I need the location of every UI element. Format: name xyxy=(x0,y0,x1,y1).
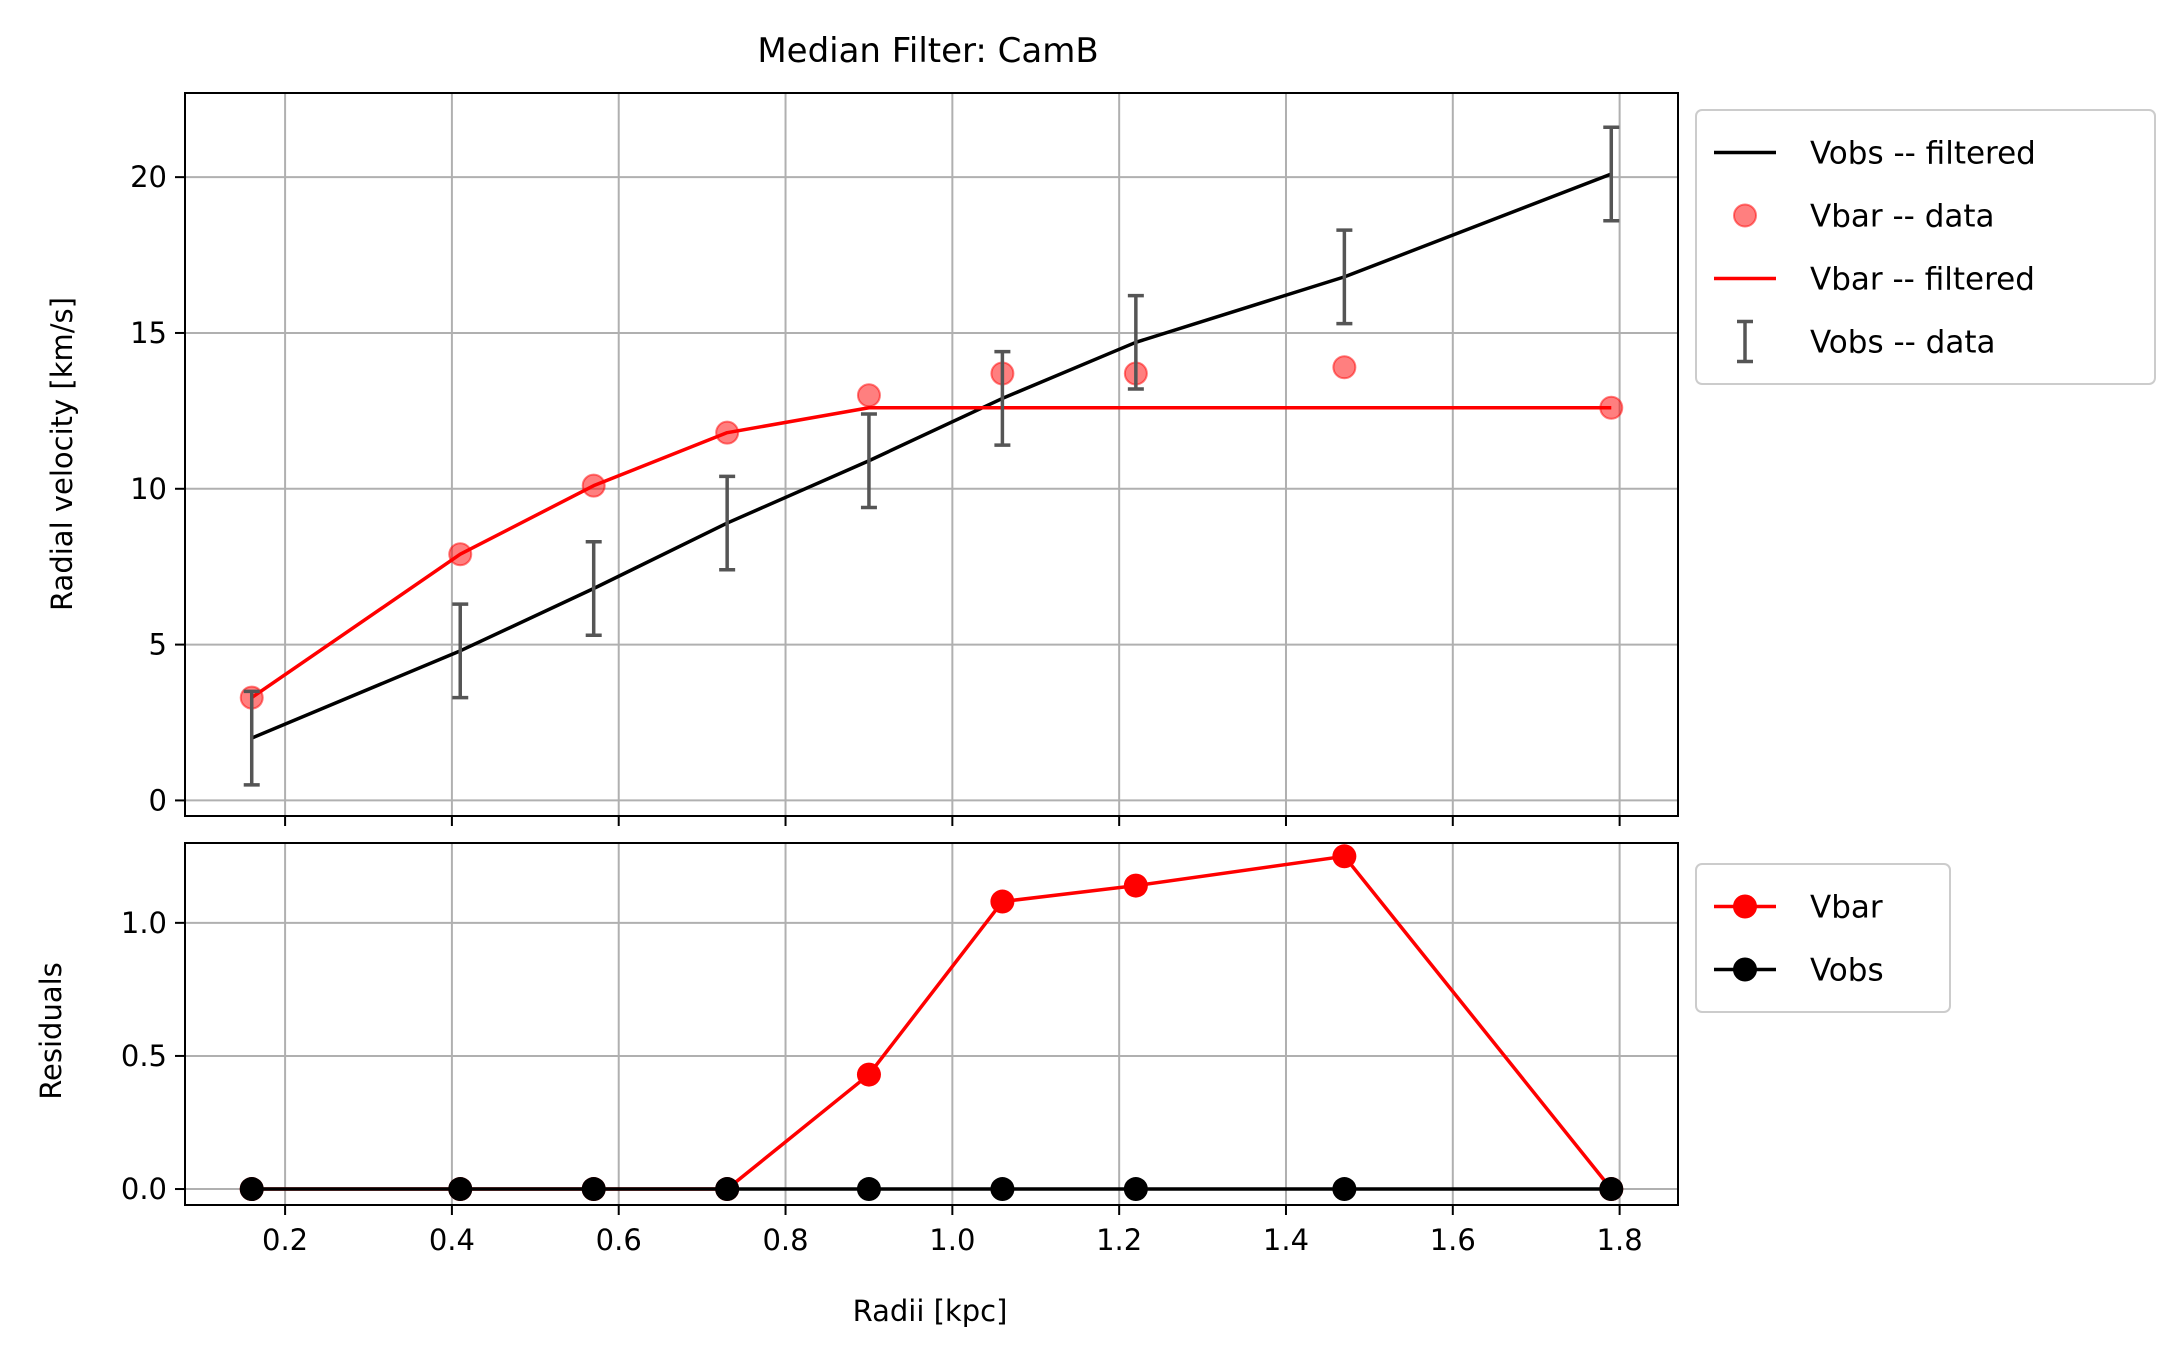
y-tick-label: 20 xyxy=(130,160,167,194)
data-point-vobs xyxy=(239,1177,264,1202)
data-point-vbar xyxy=(1123,873,1148,898)
axes-frame xyxy=(184,92,1679,817)
y-tick-label: 1.0 xyxy=(121,906,167,940)
data-point-vbar-data xyxy=(856,383,881,408)
error-bar xyxy=(1336,228,1353,326)
legend-marker xyxy=(1733,957,1757,982)
x-tick-label: 1.2 xyxy=(1096,1223,1142,1257)
data-point-vobs xyxy=(1599,1177,1624,1202)
error-bar xyxy=(719,474,736,572)
error-bar xyxy=(452,602,469,700)
y-axis-label-bottom: Residuals xyxy=(34,962,68,1100)
data-point-vbar-data xyxy=(1332,355,1357,380)
legend-handle-vbar xyxy=(1714,894,1776,919)
y-tick-label: 0.5 xyxy=(121,1039,167,1073)
legend-marker xyxy=(1733,894,1757,919)
x-tick-label: 1.8 xyxy=(1597,1223,1643,1257)
error-bar xyxy=(1603,125,1620,223)
error-bar xyxy=(860,412,877,510)
data-point-vobs xyxy=(1123,1177,1148,1202)
data-point-vobs xyxy=(990,1177,1015,1202)
legend-label-vbar-data: Vbar -- data xyxy=(1810,199,1995,235)
legend-label-vbar-filtered: Vbar -- filtered xyxy=(1810,262,2035,298)
error-bar xyxy=(994,349,1011,447)
data-point-vobs xyxy=(581,1177,606,1202)
data-point-vbar xyxy=(1332,844,1357,869)
top-panel: 0 5 10 15 20 xyxy=(130,92,1679,826)
y-axis-label-top: Radial velocity [km/s] xyxy=(45,297,79,611)
axes-frame xyxy=(184,842,1679,1206)
data-point-vbar xyxy=(856,1062,881,1087)
legend-label-vbar: Vbar xyxy=(1810,890,1883,926)
bottom-panel: 0.2 0.4 0.6 0.8 1.0 1.2 1.4 1.6 1.8 0.0 0.5 1.0 xyxy=(121,842,1679,1257)
legend-box xyxy=(1695,863,1951,1013)
x-tick-label: 0.6 xyxy=(596,1223,642,1257)
error-bar xyxy=(243,689,260,787)
error-bar xyxy=(1127,293,1144,391)
x-tick-label: 0.4 xyxy=(429,1223,475,1257)
x-tick-label: 1.0 xyxy=(929,1223,975,1257)
y-tick-label: 0.0 xyxy=(121,1172,167,1206)
y-tick-label: 15 xyxy=(130,316,167,350)
data-point-vobs xyxy=(448,1177,473,1202)
legend-marker xyxy=(1733,203,1757,228)
x-tick-label: 1.6 xyxy=(1430,1223,1476,1257)
data-point-vobs xyxy=(856,1177,881,1202)
x-tick-label: 0.8 xyxy=(762,1223,808,1257)
data-point-vbar xyxy=(990,889,1015,914)
legend-handle-vobs xyxy=(1714,957,1776,982)
x-axis-label: Radii [kpc] xyxy=(853,1294,1008,1328)
chart-title: Median Filter: CamB xyxy=(757,31,1098,71)
legend-label-vobs: Vobs xyxy=(1810,953,1884,989)
legend-top: Vobs -- filtered Vbar -- data Vbar -- filt… xyxy=(1695,109,2156,385)
legend-handle-vbar-data xyxy=(1733,203,1757,228)
series-line-vbar-filtered xyxy=(250,406,1612,700)
y-tick-label: 0 xyxy=(149,783,167,817)
data-point-vobs xyxy=(1332,1177,1357,1202)
legend-handle-vobs-data xyxy=(1737,319,1753,364)
x-tick-label: 1.4 xyxy=(1263,1223,1309,1257)
x-tick-label: 0.2 xyxy=(262,1223,308,1257)
legend-box xyxy=(1695,109,2156,385)
y-tick-label: 10 xyxy=(130,472,167,506)
error-bar xyxy=(585,540,602,637)
data-point-vobs xyxy=(715,1177,740,1202)
legend-bottom: Vbar Vobs xyxy=(1695,863,1951,1013)
legend-label-vobs-filtered: Vobs -- filtered xyxy=(1810,136,2036,172)
legend-label-vobs-data: Vobs -- data xyxy=(1810,325,1996,361)
y-tick-label: 5 xyxy=(149,628,167,662)
